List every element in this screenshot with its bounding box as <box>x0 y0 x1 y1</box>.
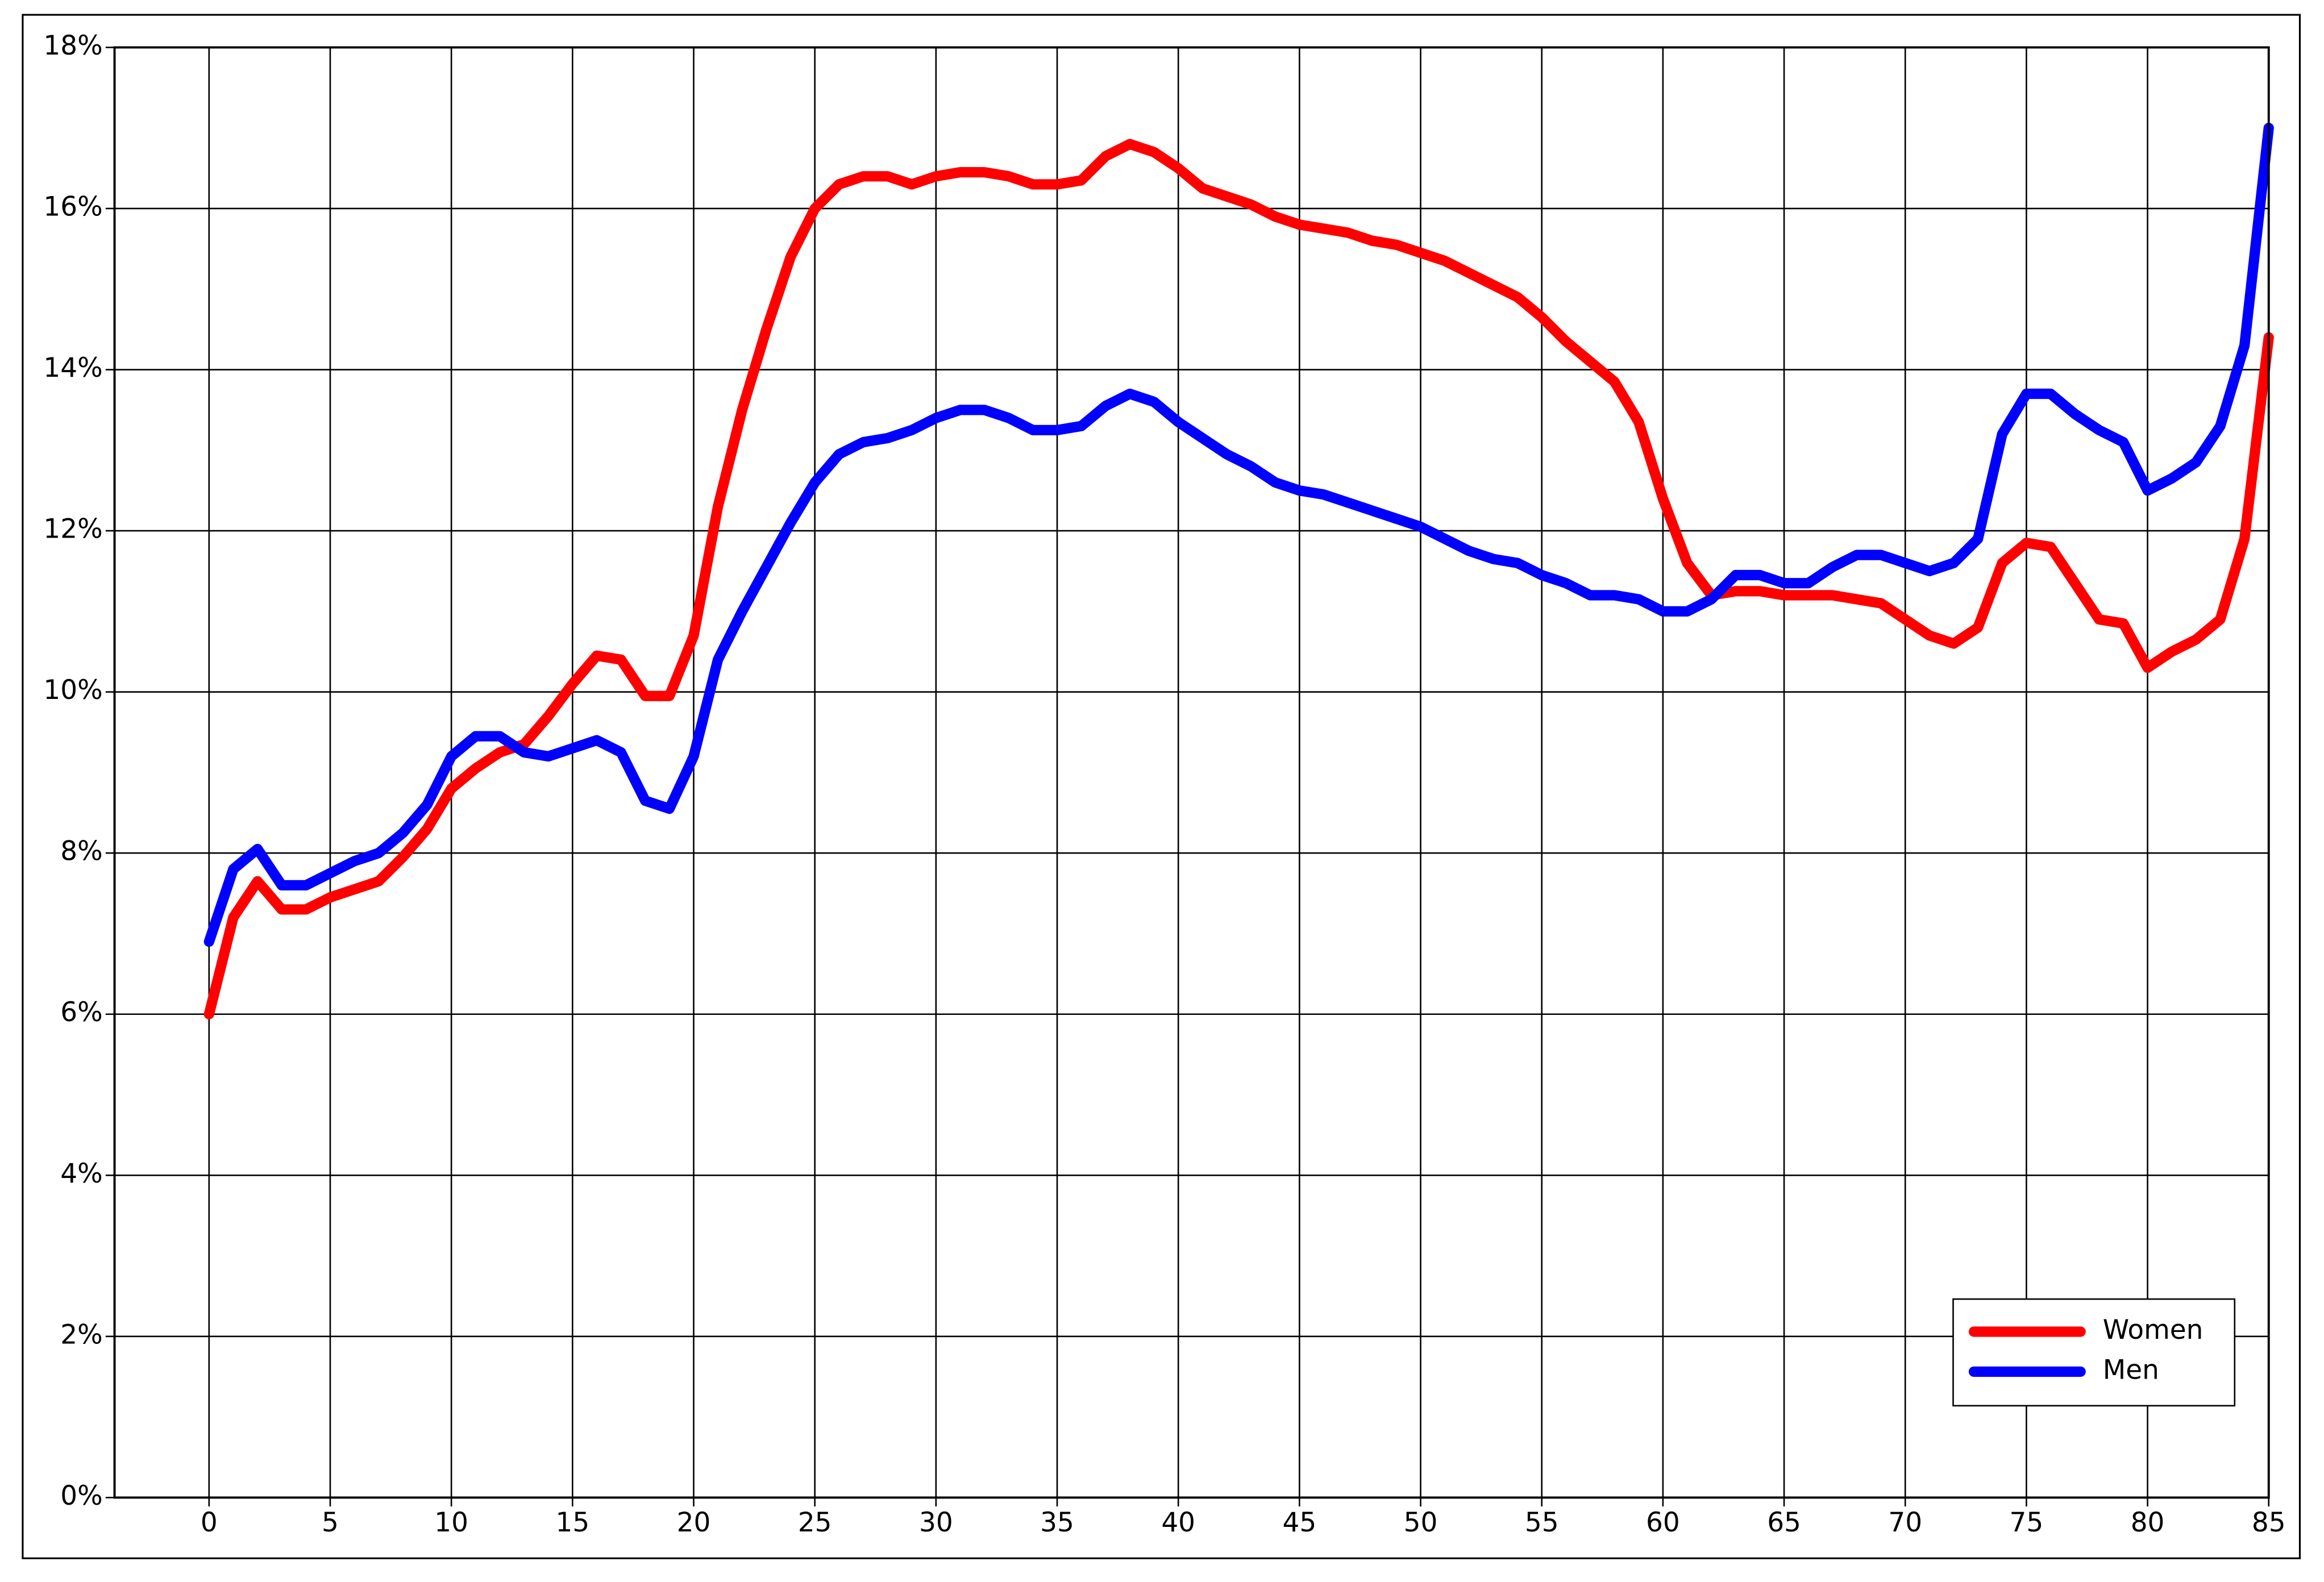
legend-label: Women <box>2103 1314 2204 1346</box>
data-line <box>203 139 2274 1019</box>
x-tick-label: 50 <box>1404 1507 1438 1538</box>
legend: Women Men <box>1952 1298 2236 1407</box>
x-tick-label: 35 <box>1040 1507 1074 1538</box>
x-tick-label: 15 <box>555 1507 589 1538</box>
y-tick-label: 6% <box>60 997 102 1028</box>
legend-box <box>1952 1298 2236 1407</box>
y-tick-label: 18% <box>43 30 102 61</box>
plot-frame <box>113 46 2270 1499</box>
x-tick-label: 40 <box>1161 1507 1195 1538</box>
x-tick-label: 65 <box>1767 1507 1801 1538</box>
x-tick-label: 25 <box>798 1507 832 1538</box>
x-tick-label: 55 <box>1525 1507 1559 1538</box>
x-tick-label: 30 <box>919 1507 953 1538</box>
y-tick-label: 16% <box>43 191 102 222</box>
x-tick-label: 5 <box>322 1507 339 1538</box>
y-tick-label: 12% <box>43 514 102 545</box>
x-tick-label: 70 <box>1888 1507 1922 1538</box>
x-tick-label: 85 <box>2252 1507 2286 1538</box>
y-tick-label: 10% <box>43 675 102 706</box>
lines <box>203 123 2274 1019</box>
x-tick-label: 20 <box>677 1507 711 1538</box>
y-tick-label: 8% <box>60 836 102 867</box>
x-tick-label: 80 <box>2131 1507 2165 1538</box>
x-tick-label: 60 <box>1646 1507 1680 1538</box>
y-tick-label: 0% <box>60 1480 102 1512</box>
y-tick-label: 2% <box>60 1319 102 1350</box>
y-tick-label: 14% <box>43 352 102 384</box>
legend-label: Men <box>2103 1354 2159 1385</box>
outer-frame <box>22 14 2301 1559</box>
x-tick-label: 75 <box>2010 1507 2044 1538</box>
x-tick-label: 45 <box>1283 1507 1317 1538</box>
data-line <box>203 123 2274 947</box>
x-tick-label: 10 <box>434 1507 468 1538</box>
y-tick-label: 4% <box>60 1158 102 1189</box>
x-tick-label: 0 <box>201 1507 218 1538</box>
